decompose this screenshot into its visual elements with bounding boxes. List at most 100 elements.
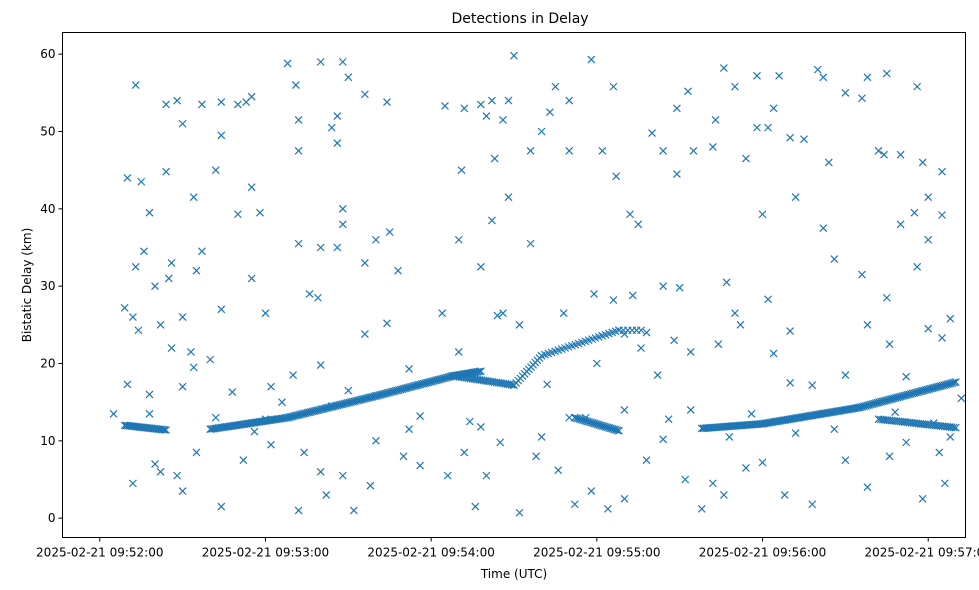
scatter-point [394,266,402,275]
scatter-point [496,438,505,447]
scatter-point [499,309,507,318]
scatter-point [592,359,601,368]
scatter-point [211,413,220,422]
scatter-point [167,259,176,267]
scatter-point [476,100,485,109]
scatter-point [885,340,894,349]
scatter-point [722,278,731,287]
scatter-point [167,344,176,352]
scatter-point [791,429,800,438]
scatter-point [178,487,187,496]
scatter-point [261,309,270,318]
scatter-point [863,73,872,82]
scatter-point [634,220,643,229]
scatter-point [882,293,891,302]
scatter-point [256,208,264,217]
x-tick-label: 2025-02-21 09:52:00 [36,546,163,560]
scatter-point [490,154,499,163]
scatter-point [344,73,353,82]
y-tick-label: 20 [40,356,55,370]
scatter-point [145,390,154,399]
scatter-point [686,405,695,414]
scatter-point [684,87,692,96]
scatter-point [891,408,900,417]
scatter-point [278,398,286,407]
scatter-point [283,59,292,68]
track-point [476,367,485,376]
scatter-point [333,112,342,120]
scatter-point [910,208,919,217]
scatter-point [267,440,275,449]
scatter-point [399,452,408,461]
scatter-point [880,150,888,159]
track-point [162,426,170,434]
scatter-point [673,170,681,178]
scatter-point [670,336,679,345]
scatter-point [609,296,618,305]
scatter-point [830,255,839,264]
track-point [507,380,516,389]
scatter-point [758,458,767,467]
scatter-point [736,320,745,329]
scatter-point [708,479,717,488]
scatter-point [460,448,469,457]
scatter-point [565,146,574,155]
scatter-point [164,274,173,283]
scatter-point [924,235,933,244]
scatter-point [858,94,866,103]
scatter-point [896,220,905,229]
scatter-point [874,146,883,155]
scatter-point [316,243,325,252]
scatter-point [587,487,596,496]
scatter-point [559,309,568,318]
scatter-point [294,239,303,248]
scatter-point [863,320,872,329]
scatter-point [612,172,621,181]
scatter-point [291,81,300,90]
scatter-point [294,115,303,124]
scatter-point [675,283,684,292]
scatter-point [764,123,772,132]
scatter-point [267,382,275,391]
scatter-point [885,452,894,461]
scatter-point [316,57,325,66]
track-point [950,378,959,387]
scatter-point [189,193,198,202]
scatter-point [515,320,524,329]
scatter-point [206,355,215,364]
track-point [615,426,623,435]
scatter-point [603,504,612,513]
scatter-point [786,133,795,142]
scatter-point [294,146,303,155]
scatter-point [938,167,946,176]
scatter-point [131,81,140,90]
x-axis-label: Time (UTC) [480,567,547,581]
scatter-point [471,502,480,511]
scatter-point [338,220,347,229]
scatter-point [742,463,750,472]
scatter-point [140,247,148,256]
track-point [473,367,482,376]
scatter-point [938,334,946,342]
scatter-point [642,328,651,337]
scatter-point [333,243,342,252]
track-point [613,426,622,435]
scatter-point [526,146,535,155]
scatter-point [261,415,270,424]
x-tick-label: 2025-02-21 09:54:00 [367,546,494,560]
scatter-point [372,235,380,244]
scatter-point [753,71,761,80]
scatter-point [858,270,866,279]
scatter-point [316,467,325,476]
y-tick-label: 30 [40,279,55,293]
scatter-point [913,82,922,91]
scatter-point [233,100,242,109]
scatter-point [628,291,637,300]
scatter-point [189,363,198,372]
scatter-point [747,409,756,418]
scatter-point [405,425,413,434]
scatter-point [482,471,491,480]
scatter-point [742,154,750,163]
scatter-point [642,456,651,465]
scatter-point [217,131,226,140]
